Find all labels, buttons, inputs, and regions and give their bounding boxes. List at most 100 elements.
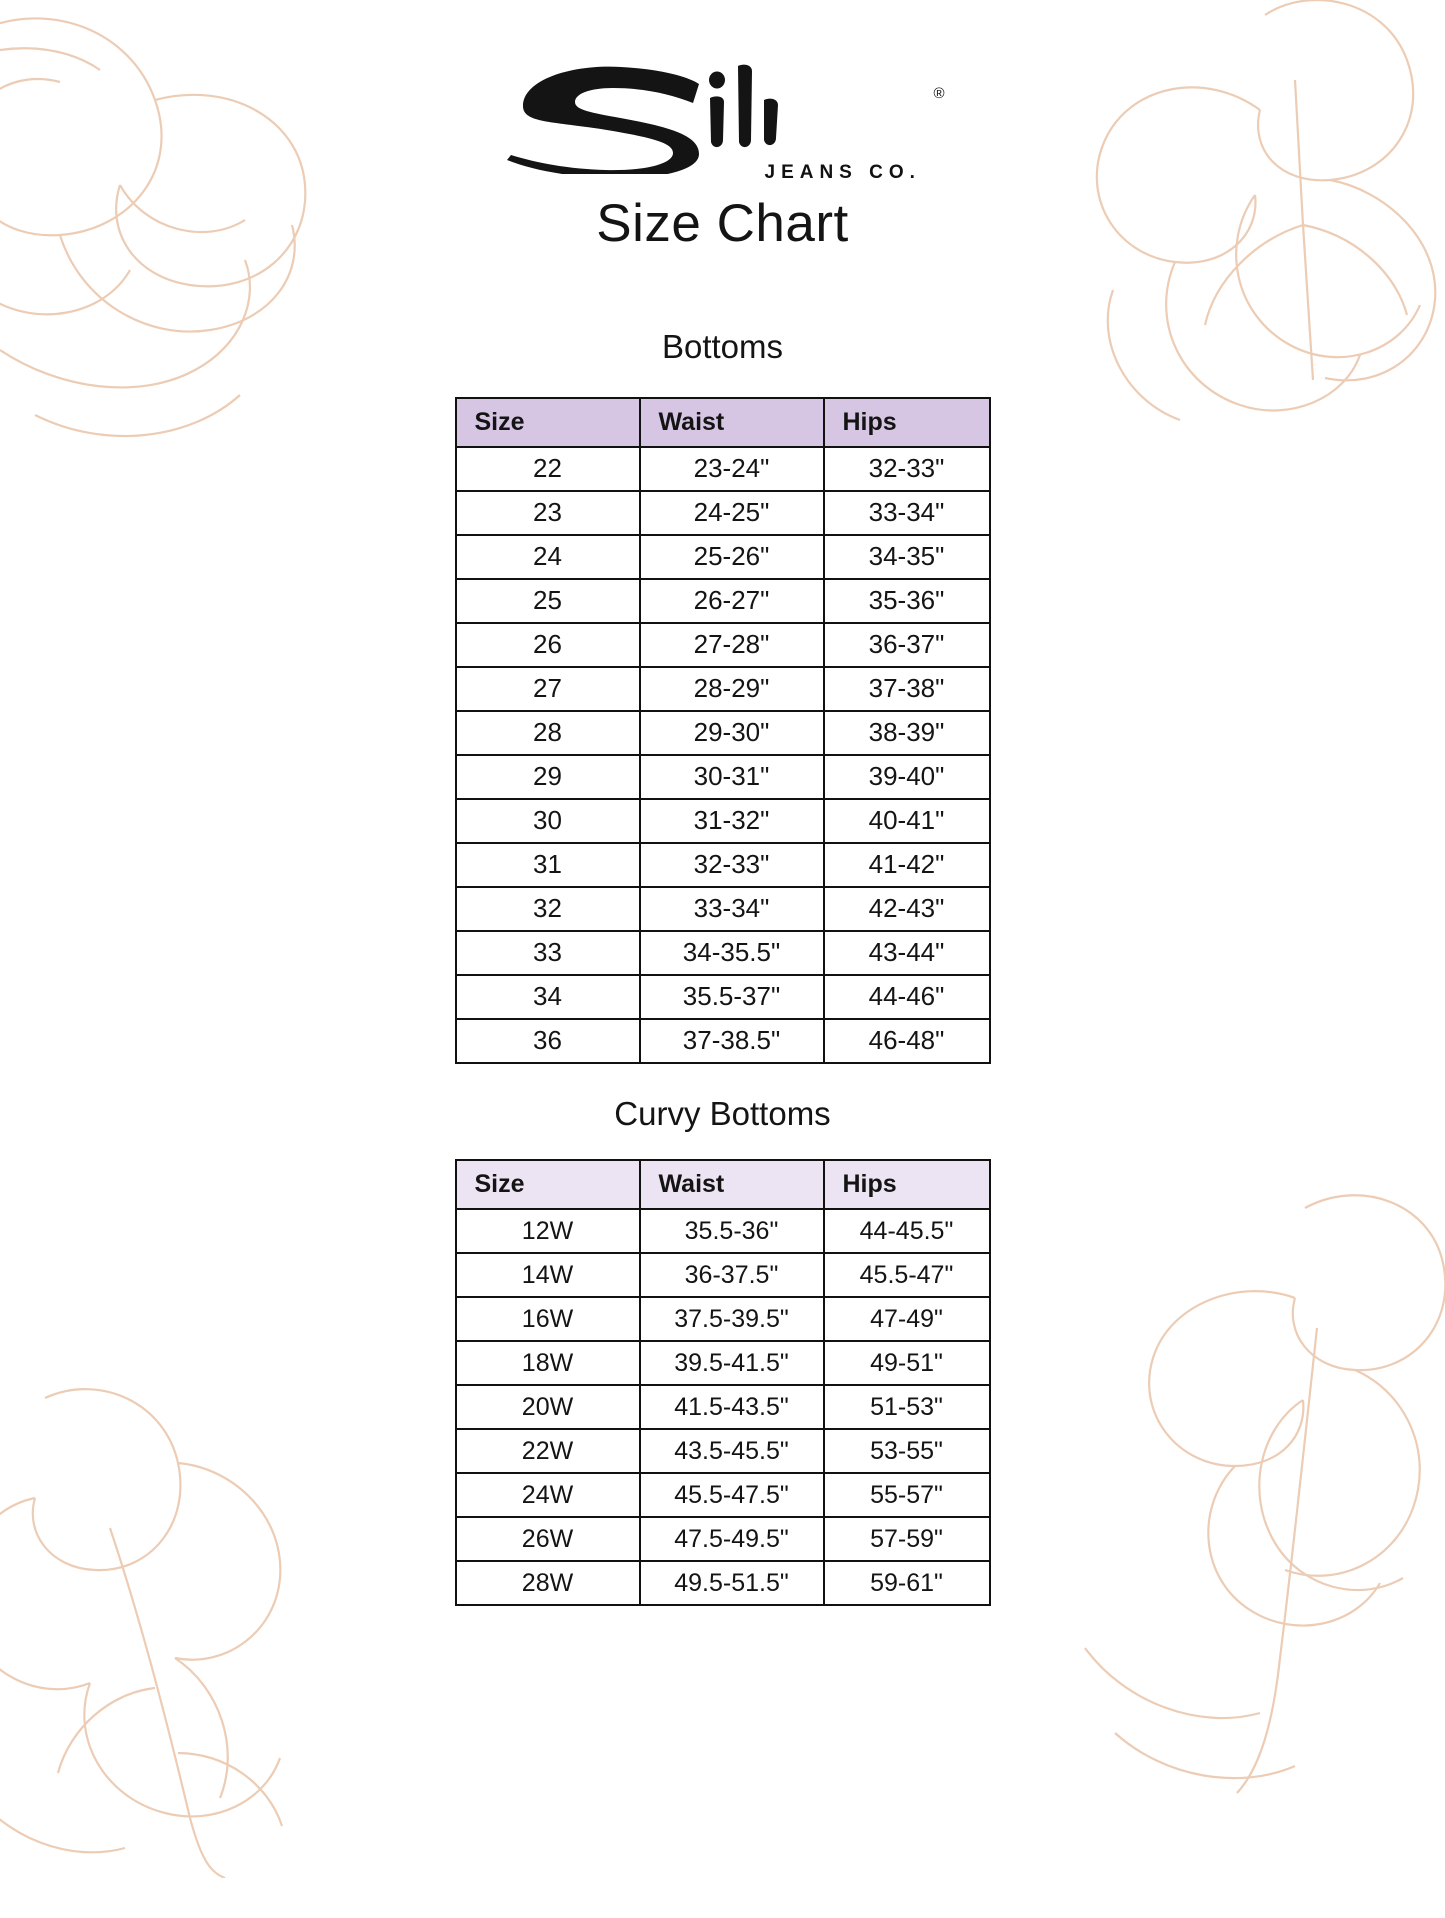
cell-hips: 53-55"	[822, 1428, 991, 1475]
cell-hips: 45.5-47"	[822, 1252, 991, 1299]
cell-size: 23	[454, 489, 641, 536]
curvy-table-body: 12W 35.5-36" 44-45.5" 14W 36-37.5" 45.5-47" 16…	[454, 1208, 991, 1607]
size-chart-page: ® JEANS CO. Size Chart Bottoms Size Wais…	[454, 54, 991, 1607]
table-row: 28 29-30" 38-39"	[454, 709, 991, 756]
cell-hips: 36-37"	[822, 621, 991, 668]
cell-waist: 36-37.5"	[638, 1252, 825, 1299]
cell-size: 28W	[454, 1560, 641, 1607]
cell-size: 22W	[454, 1428, 641, 1475]
cell-size: 32	[454, 885, 641, 932]
cell-waist: 33-34"	[638, 885, 825, 932]
cell-size: 24W	[454, 1472, 641, 1519]
cell-size: 33	[454, 929, 641, 976]
section-title-curvy-bottoms: Curvy Bottoms	[614, 1094, 831, 1132]
cell-waist: 41.5-43.5"	[638, 1384, 825, 1431]
cell-size: 24	[454, 533, 641, 580]
column-header-waist: Waist	[638, 396, 825, 448]
cell-hips: 55-57"	[822, 1472, 991, 1519]
table-row: 23 24-25" 33-34"	[454, 489, 991, 536]
cell-hips: 49-51"	[822, 1340, 991, 1387]
curvy-bottoms-size-table: Size Waist Hips 12W 35.5-36" 44-45.5" 14W 36…	[454, 1159, 991, 1607]
cell-hips: 33-34"	[822, 489, 991, 536]
cell-waist: 49.5-51.5"	[638, 1560, 825, 1607]
cell-hips: 47-49"	[822, 1296, 991, 1343]
table-header-row: Size Waist Hips	[454, 396, 991, 448]
cell-hips: 59-61"	[822, 1560, 991, 1607]
silver-wordmark-icon	[493, 54, 793, 174]
cell-size: 28	[454, 709, 641, 756]
table-row: 25 26-27" 35-36"	[454, 577, 991, 624]
cell-waist: 34-35.5"	[638, 929, 825, 976]
table-row: 20W 41.5-43.5" 51-53"	[454, 1384, 991, 1431]
bottoms-size-table: Size Waist Hips 22 23-24" 32-33" 23 24-25" 33…	[454, 396, 991, 1064]
table-row: 28W 49.5-51.5" 59-61"	[454, 1560, 991, 1607]
cell-waist: 25-26"	[638, 533, 825, 580]
cell-hips: 41-42"	[822, 841, 991, 888]
column-header-size: Size	[454, 396, 641, 448]
table-row: 18W 39.5-41.5" 49-51"	[454, 1340, 991, 1387]
cell-hips: 38-39"	[822, 709, 991, 756]
cell-waist: 32-33"	[638, 841, 825, 888]
cell-size: 18W	[454, 1340, 641, 1387]
cell-waist: 47.5-49.5"	[638, 1516, 825, 1563]
table-row: 32 33-34" 42-43"	[454, 885, 991, 932]
table-row: 26W 47.5-49.5" 57-59"	[454, 1516, 991, 1563]
cell-size: 26W	[454, 1516, 641, 1563]
table-row: 26 27-28" 36-37"	[454, 621, 991, 668]
table-row: 24 25-26" 34-35"	[454, 533, 991, 580]
cell-size: 25	[454, 577, 641, 624]
cell-waist: 35.5-36"	[638, 1208, 825, 1255]
cell-waist: 43.5-45.5"	[638, 1428, 825, 1475]
bottoms-table-body: 22 23-24" 32-33" 23 24-25" 33-34" 24 25-26" 34-3…	[454, 445, 991, 1064]
cell-waist: 35.5-37"	[638, 973, 825, 1020]
section-title-bottoms: Bottoms	[661, 327, 784, 365]
table-row: 30 31-32" 40-41"	[454, 797, 991, 844]
cell-waist: 27-28"	[638, 621, 825, 668]
column-header-hips: Hips	[822, 396, 991, 448]
cell-size: 22	[454, 445, 641, 492]
cell-waist: 26-27"	[638, 577, 825, 624]
cell-hips: 40-41"	[822, 797, 991, 844]
cell-hips: 39-40"	[822, 753, 991, 800]
cell-size: 16W	[454, 1296, 641, 1343]
cell-size: 29	[454, 753, 641, 800]
table-row: 33 34-35.5" 43-44"	[454, 929, 991, 976]
cell-waist: 29-30"	[638, 709, 825, 756]
cell-hips: 42-43"	[822, 885, 991, 932]
cell-size: 20W	[454, 1384, 641, 1431]
cell-waist: 37-38.5"	[638, 1017, 825, 1064]
cell-size: 26	[454, 621, 641, 668]
table-row: 12W 35.5-36" 44-45.5"	[454, 1208, 991, 1255]
registered-trademark-icon: ®	[933, 85, 945, 102]
table-row: 36 37-38.5" 46-48"	[454, 1017, 991, 1064]
cell-size: 27	[454, 665, 641, 712]
cell-waist: 45.5-47.5"	[638, 1472, 825, 1519]
cell-size: 12W	[454, 1208, 641, 1255]
table-row: 34 35.5-37" 44-46"	[454, 973, 991, 1020]
cell-size: 31	[454, 841, 641, 888]
cell-hips: 34-35"	[822, 533, 991, 580]
cell-waist: 39.5-41.5"	[638, 1340, 825, 1387]
cell-hips: 43-44"	[822, 929, 991, 976]
table-row: 31 32-33" 41-42"	[454, 841, 991, 888]
table-row: 16W 37.5-39.5" 47-49"	[454, 1296, 991, 1343]
cell-size: 14W	[454, 1252, 641, 1299]
cell-waist: 30-31"	[638, 753, 825, 800]
cell-size: 34	[454, 973, 641, 1020]
cell-waist: 24-25"	[638, 489, 825, 536]
cell-hips: 32-33"	[822, 445, 991, 492]
table-row: 27 28-29" 37-38"	[454, 665, 991, 712]
column-header-waist: Waist	[638, 1159, 825, 1211]
table-row: 29 30-31" 39-40"	[454, 753, 991, 800]
table-row: 24W 45.5-47.5" 55-57"	[454, 1472, 991, 1519]
cell-size: 30	[454, 797, 641, 844]
column-header-size: Size	[454, 1159, 641, 1211]
cell-hips: 44-46"	[822, 973, 991, 1020]
brand-tagline: JEANS CO.	[764, 162, 921, 183]
table-header-row: Size Waist Hips	[454, 1159, 991, 1211]
table-row: 22W 43.5-45.5" 53-55"	[454, 1428, 991, 1475]
page-title: Size Chart	[596, 194, 849, 253]
cell-hips: 46-48"	[822, 1017, 991, 1064]
cell-size: 36	[454, 1017, 641, 1064]
table-row: 14W 36-37.5" 45.5-47"	[454, 1252, 991, 1299]
